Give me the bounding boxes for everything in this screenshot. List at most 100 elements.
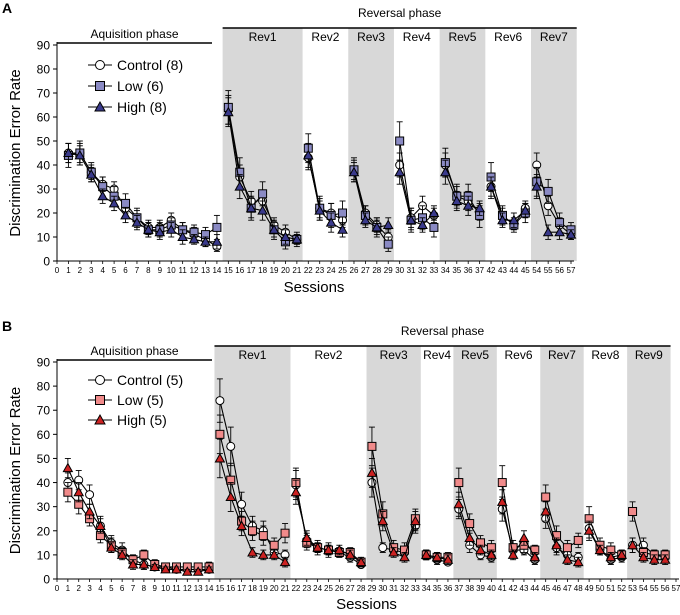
panel-b-x-tick-label: 33 <box>411 584 420 593</box>
panel-b-legend-marker <box>95 395 105 405</box>
panel-a-y-tick-label: 80 <box>37 63 51 77</box>
panel-a-series-line <box>444 171 480 209</box>
panel-b-y-tick-label: 20 <box>37 524 51 538</box>
panel-b-x-tick-label: 12 <box>183 584 192 593</box>
panel-b-point <box>139 550 149 560</box>
panel-a-point <box>497 214 508 225</box>
panel-a-x-tick-label: 11 <box>178 266 187 275</box>
panel-b-legend-label: Low (5) <box>117 392 164 408</box>
panel-a-point <box>257 205 268 215</box>
panel-b-point <box>367 441 377 451</box>
panel-b-point <box>486 549 497 559</box>
panel-a-x-tick-label: 43 <box>498 266 507 275</box>
panel-a-point <box>519 205 531 215</box>
panel-b-x-tick-label: 25 <box>324 584 333 593</box>
panel-b-point <box>583 525 595 535</box>
panel-a-x-tick-label: 5 <box>112 266 117 275</box>
panel-a-point <box>211 236 223 246</box>
panel-b-series-line <box>588 518 622 556</box>
panel-b-shade-rev1 <box>214 346 291 579</box>
panel-b-x-tick-label: 17 <box>237 584 246 593</box>
panel-a-point <box>245 202 257 213</box>
panel-a-letter: A <box>2 0 12 16</box>
panel-b-y-tick-label: 50 <box>37 452 51 466</box>
panel-a-x-tick-label: 12 <box>190 266 199 275</box>
panel-b-series-line <box>632 544 666 561</box>
panel-b-series-line <box>588 530 622 558</box>
panel-a-x-tick-label: 6 <box>123 266 128 275</box>
panel-a-y-tick-label: 90 <box>37 39 51 53</box>
panel-b-point <box>573 535 583 545</box>
panel-b-x-tick-label: 47 <box>563 584 572 593</box>
panel-b-point <box>551 539 562 550</box>
panel-b-block-label-rev1: Rev1 <box>238 348 266 362</box>
panel-b-acquisition-label: Aquisition phase <box>90 344 178 358</box>
panel-b-x-tick-label: 3 <box>87 584 92 593</box>
panel-b-point <box>377 515 389 526</box>
panel-b-point <box>127 559 139 569</box>
panel-a-y-tick-label: 10 <box>37 231 51 245</box>
panel-a-series-line <box>536 164 572 236</box>
panel-b-x-tick-label: 15 <box>215 584 224 593</box>
panel-b-point <box>84 505 95 516</box>
panel-b-series-line <box>67 491 209 568</box>
panel-b-x-tick-label: 19 <box>259 584 268 593</box>
panel-b-x-tick-label: 43 <box>520 584 529 593</box>
panel-a-x-tick-label: 18 <box>258 266 267 275</box>
panel-a-x-tick-label: 7 <box>135 266 140 275</box>
panel-b-x-tick-label: 8 <box>142 584 147 593</box>
panel-b-y-tick-label: 30 <box>37 500 51 514</box>
panel-b-point <box>431 551 443 562</box>
panel-a-x-tick-label: 35 <box>452 266 461 275</box>
panel-b-point <box>323 544 334 555</box>
panel-b-point <box>73 486 85 497</box>
panel-b-block-label-rev7: Rev7 <box>548 348 576 362</box>
panel-a-block-label-rev2: Rev2 <box>311 30 339 44</box>
panel-a-point <box>371 221 383 232</box>
panel-a-point <box>542 226 554 237</box>
panel-a-point <box>417 219 428 229</box>
panel-b-x-tick-label: 23 <box>302 584 311 593</box>
panel-a-point <box>348 166 360 177</box>
panel-b-x-tick-label: 18 <box>248 584 257 593</box>
panel-b-point <box>507 549 519 559</box>
panel-a-series-line <box>353 172 389 228</box>
panel-b-point <box>562 543 572 553</box>
panel-b-legend-marker <box>94 413 106 425</box>
panel-a-y-tick-label: 30 <box>37 183 51 197</box>
panel-a-y-tick-label: 60 <box>37 111 51 125</box>
panel-b-point <box>594 544 606 555</box>
panel-a-x-tick-label: 26 <box>350 266 359 275</box>
panel-a-x-tick-label: 33 <box>429 266 438 275</box>
panel-b-point <box>226 441 236 451</box>
panel-a-x-tick-label: 2 <box>78 266 83 275</box>
panel-a-x-tick-label: 45 <box>521 266 530 275</box>
panel-a-point <box>97 190 109 201</box>
panel-a-point <box>383 239 393 249</box>
panel-b-letter: B <box>2 318 12 334</box>
panel-b-x-tick-label: 13 <box>194 584 203 593</box>
panel-b-x-tick-label: 4 <box>98 584 103 593</box>
panel-a-point <box>177 231 188 241</box>
panel-b-x-tick-label: 54 <box>639 584 648 593</box>
panel-b-point <box>628 506 638 516</box>
panel-b-point <box>301 532 313 543</box>
panel-b-point <box>181 566 193 576</box>
panel-a-legend-label: Low (6) <box>117 78 164 94</box>
panel-b-block-label-rev5: Rev5 <box>461 348 489 362</box>
panel-b-point <box>280 528 290 538</box>
panel-a-series-line <box>353 169 389 245</box>
panel-a-y-tick-label: 0 <box>43 255 50 269</box>
panel-b-point <box>572 556 584 567</box>
panel-a-x-tick-label: 29 <box>384 266 393 275</box>
panel-a-x-tick-label: 28 <box>372 266 381 275</box>
panel-b-x-tick-label: 31 <box>389 584 398 593</box>
panel-b-x-tick-label: 30 <box>378 584 387 593</box>
panel-b-point <box>529 551 541 562</box>
panel-b-x-tick-label: 22 <box>291 584 300 593</box>
panel-b-point <box>160 563 171 574</box>
panel-a-y-tick-label: 20 <box>37 207 51 221</box>
panel-a-x-tick-label: 31 <box>407 266 416 275</box>
